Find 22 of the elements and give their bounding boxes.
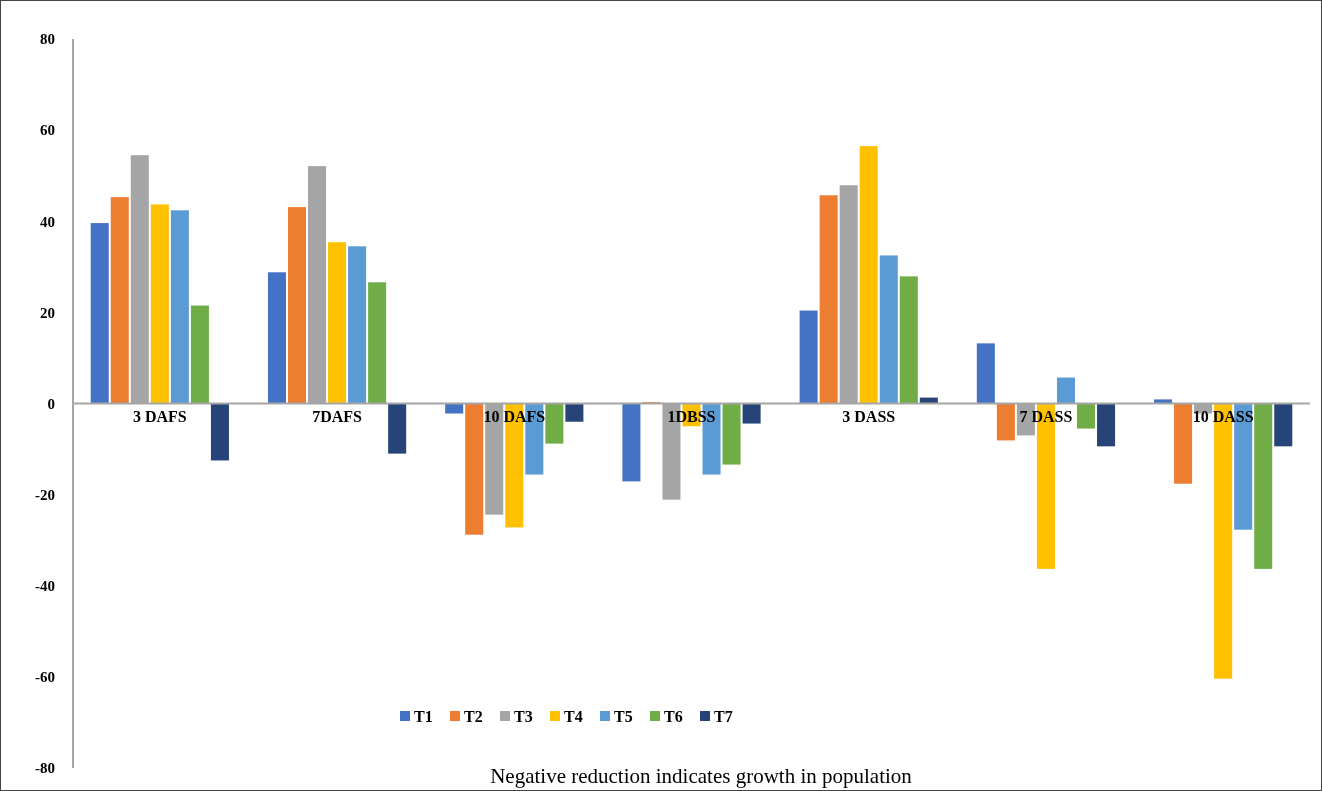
- legend-label: T2: [464, 707, 483, 725]
- legend-label: T1: [414, 707, 433, 725]
- legend-label: T4: [564, 707, 583, 725]
- x-tick-label: 10 DAFS: [483, 407, 546, 425]
- x-tick-label: 10 DASS: [1192, 407, 1254, 425]
- y-tick-label: 80: [40, 31, 55, 48]
- x-axis-title: Negative reduction indicates growth in population: [490, 764, 913, 788]
- x-tick-label: 7DAFS: [312, 407, 363, 425]
- x-tick-label: 3 DAFS: [132, 407, 187, 425]
- legend-label: T6: [664, 707, 683, 725]
- y-tick-label: 0: [47, 395, 55, 412]
- legend-label: T5: [614, 707, 633, 725]
- y-tick-label: 40: [40, 213, 55, 230]
- y-tick-label: -80: [35, 760, 55, 777]
- x-tick-label: 3 DASS: [842, 407, 896, 425]
- legend-label: T7: [714, 707, 733, 725]
- legend-label: T3: [514, 707, 533, 725]
- y-tick-label: 60: [40, 122, 55, 139]
- y-tick-label: -20: [35, 486, 55, 503]
- y-tick-label: -60: [35, 669, 55, 686]
- y-tick-label: -40: [35, 578, 55, 594]
- y-tick-label: 20: [40, 304, 55, 321]
